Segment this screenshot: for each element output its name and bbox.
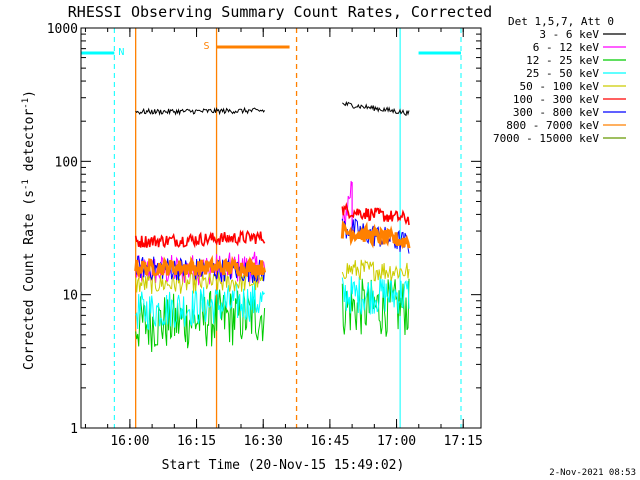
saa-label: S bbox=[204, 41, 210, 52]
x-axis-label: Start Time (20-Nov-15 15:49:02) bbox=[162, 458, 405, 473]
x-tick-label: 16:45 bbox=[310, 434, 349, 449]
chart-title: RHESSI Observing Summary Count Rates, Co… bbox=[68, 3, 492, 21]
x-tick-label: 16:30 bbox=[244, 434, 283, 449]
plot-frame bbox=[80, 27, 482, 429]
x-tick-label: 17:15 bbox=[444, 434, 483, 449]
x-tick-label: 16:00 bbox=[110, 434, 149, 449]
y-axis-label-sup1: -1 bbox=[21, 179, 31, 190]
plot-area: NS bbox=[80, 28, 462, 428]
legend-entry-label: 6 - 12 keV bbox=[533, 41, 600, 54]
series-line bbox=[135, 106, 266, 116]
legend-entry-label: 800 - 7000 keV bbox=[506, 119, 599, 132]
legend-entry-label: 50 - 100 keV bbox=[520, 80, 600, 93]
y-tick-label: 100 bbox=[55, 155, 78, 170]
series-line bbox=[341, 259, 410, 282]
series-line bbox=[135, 270, 266, 295]
legend-entry-label: 7000 - 15000 keV bbox=[493, 132, 599, 145]
y-tick-label: 10 bbox=[62, 289, 78, 304]
series-line bbox=[341, 278, 410, 337]
legend-header: Det 1,5,7, Att 0 bbox=[508, 15, 614, 28]
axes: 1 10 100 1000 16:00 16:15 16:30 16:45 17:00 17:15 bbox=[47, 22, 483, 449]
y-axis-label: Corrected Count Rate (s-1 detector-1) bbox=[21, 90, 37, 370]
series-line bbox=[134, 229, 266, 249]
series-line bbox=[134, 254, 267, 281]
legend-entry-label: 3 - 6 keV bbox=[539, 28, 599, 41]
series-line bbox=[340, 220, 411, 250]
series-line bbox=[342, 100, 410, 117]
legend-entry-label: 12 - 25 keV bbox=[526, 54, 599, 67]
legend-entry-label: 100 - 300 keV bbox=[513, 93, 599, 106]
x-tick-label: 17:00 bbox=[377, 434, 416, 449]
x-tick-label: 16:15 bbox=[177, 434, 216, 449]
y-axis-label-main: Corrected Count Rate (s bbox=[22, 190, 37, 370]
timestamp: 2-Nov-2021 08:53 bbox=[549, 468, 636, 478]
y-axis-label-mid: detector bbox=[22, 109, 37, 180]
legend-entry-label: 25 - 50 keV bbox=[526, 67, 599, 80]
series-line bbox=[341, 275, 410, 315]
y-axis-label-sup2: -1 bbox=[21, 98, 31, 109]
night-label: N bbox=[118, 47, 124, 58]
y-tick-label: 1000 bbox=[47, 22, 78, 37]
series-line bbox=[341, 180, 353, 229]
y-axis-label-end: ) bbox=[22, 90, 37, 98]
y-tick-label: 1 bbox=[70, 422, 78, 437]
series-line bbox=[341, 202, 410, 226]
legend-entry-label: 300 - 800 keV bbox=[513, 106, 599, 119]
series-line bbox=[135, 283, 266, 331]
